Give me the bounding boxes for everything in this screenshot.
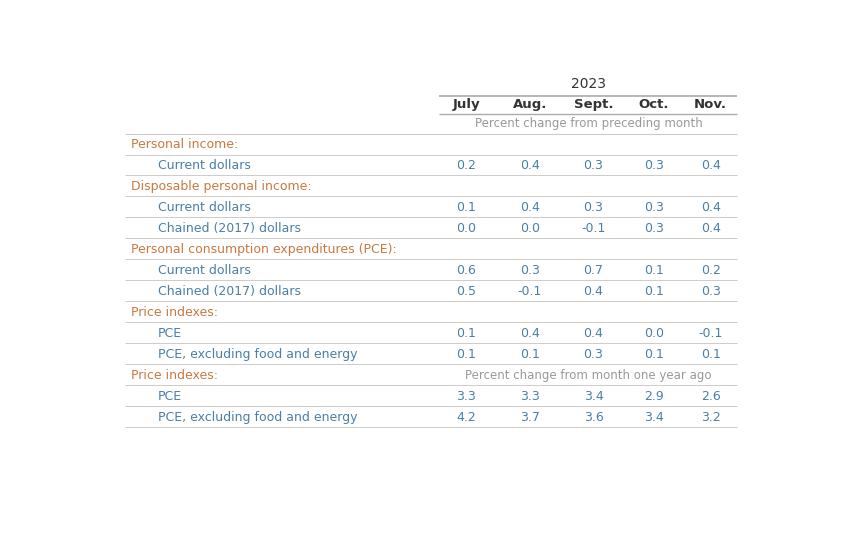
Text: Sept.: Sept. (574, 98, 613, 111)
Text: 0.6: 0.6 (456, 264, 476, 277)
Text: Disposable personal income:: Disposable personal income: (131, 180, 312, 193)
Text: 2.9: 2.9 (644, 390, 664, 403)
Text: Chained (2017) dollars: Chained (2017) dollars (158, 222, 302, 235)
Text: 0.4: 0.4 (701, 159, 721, 172)
Text: PCE: PCE (158, 390, 182, 403)
Text: 0.3: 0.3 (520, 264, 540, 277)
Text: 3.2: 3.2 (701, 411, 721, 424)
Text: 0.1: 0.1 (520, 348, 540, 361)
Text: 0.1: 0.1 (456, 327, 476, 340)
Text: 3.4: 3.4 (583, 390, 603, 403)
Text: Price indexes:: Price indexes: (131, 306, 219, 319)
Text: -0.1: -0.1 (698, 327, 723, 340)
Text: 0.4: 0.4 (583, 327, 603, 340)
Text: 3.4: 3.4 (644, 411, 664, 424)
Text: -0.1: -0.1 (518, 285, 542, 298)
Text: 0.1: 0.1 (644, 285, 664, 298)
Text: 0.0: 0.0 (456, 222, 476, 235)
Text: -0.1: -0.1 (581, 222, 606, 235)
Text: PCE, excluding food and energy: PCE, excluding food and energy (158, 411, 358, 424)
Text: July: July (453, 98, 480, 111)
Text: 0.7: 0.7 (583, 264, 603, 277)
Text: 2023: 2023 (571, 77, 606, 91)
Text: 0.1: 0.1 (456, 201, 476, 214)
Text: 0.0: 0.0 (644, 327, 664, 340)
Text: 3.3: 3.3 (520, 390, 540, 403)
Text: 0.4: 0.4 (520, 159, 540, 172)
Text: 0.3: 0.3 (701, 285, 721, 298)
Text: 0.1: 0.1 (644, 348, 664, 361)
Text: Percent change from month one year ago: Percent change from month one year ago (465, 369, 712, 382)
Text: Oct.: Oct. (638, 98, 669, 111)
Text: 0.2: 0.2 (701, 264, 721, 277)
Text: 0.1: 0.1 (456, 348, 476, 361)
Text: 0.1: 0.1 (701, 348, 721, 361)
Text: Nov.: Nov. (694, 98, 727, 111)
Text: Aug.: Aug. (512, 98, 547, 111)
Text: 0.4: 0.4 (583, 285, 603, 298)
Text: 3.6: 3.6 (583, 411, 603, 424)
Text: 3.7: 3.7 (520, 411, 540, 424)
Text: 0.4: 0.4 (701, 222, 721, 235)
Text: 0.4: 0.4 (520, 201, 540, 214)
Text: 0.3: 0.3 (644, 159, 664, 172)
Text: Current dollars: Current dollars (158, 159, 251, 172)
Text: PCE, excluding food and energy: PCE, excluding food and energy (158, 348, 358, 361)
Text: 0.3: 0.3 (644, 222, 664, 235)
Text: 0.3: 0.3 (644, 201, 664, 214)
Text: Chained (2017) dollars: Chained (2017) dollars (158, 285, 302, 298)
Text: 0.3: 0.3 (583, 348, 603, 361)
Text: PCE: PCE (158, 327, 182, 340)
Text: 0.3: 0.3 (583, 159, 603, 172)
Text: 0.0: 0.0 (520, 222, 540, 235)
Text: 0.2: 0.2 (456, 159, 476, 172)
Text: 0.4: 0.4 (520, 327, 540, 340)
Text: 4.2: 4.2 (456, 411, 476, 424)
Text: 3.3: 3.3 (456, 390, 476, 403)
Text: Current dollars: Current dollars (158, 201, 251, 214)
Text: Percent change from preceding month: Percent change from preceding month (474, 116, 702, 129)
Text: 0.1: 0.1 (644, 264, 664, 277)
Text: 0.5: 0.5 (456, 285, 476, 298)
Text: Personal consumption expenditures (PCE):: Personal consumption expenditures (PCE): (131, 243, 397, 256)
Text: 2.6: 2.6 (701, 390, 721, 403)
Text: 0.4: 0.4 (701, 201, 721, 214)
Text: 0.3: 0.3 (583, 201, 603, 214)
Text: Price indexes:: Price indexes: (131, 369, 219, 382)
Text: Current dollars: Current dollars (158, 264, 251, 277)
Text: Personal income:: Personal income: (131, 138, 238, 151)
